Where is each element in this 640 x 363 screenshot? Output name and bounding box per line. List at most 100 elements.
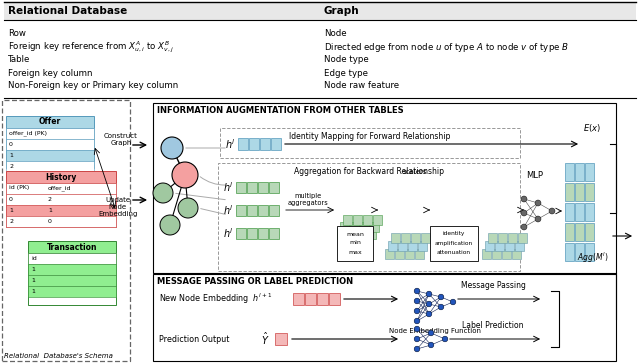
- Bar: [565, 243, 574, 261]
- Bar: [28, 253, 116, 264]
- Bar: [585, 163, 594, 181]
- Text: Row: Row: [8, 29, 26, 38]
- Bar: [505, 241, 514, 251]
- Text: $h^l$: $h^l$: [225, 137, 236, 151]
- Circle shape: [535, 216, 541, 222]
- Circle shape: [428, 330, 434, 336]
- Text: INFORMATION AUGMENTATION FROM OTHER TABLES: INFORMATION AUGMENTATION FROM OTHER TABL…: [157, 106, 404, 115]
- Bar: [271, 138, 281, 150]
- Bar: [238, 138, 248, 150]
- Text: Node raw feature: Node raw feature: [324, 82, 399, 90]
- Bar: [373, 215, 382, 225]
- Text: Foreign key reference from $X_{u,i}^{A}$ to $X_{v,j}^{B}$: Foreign key reference from $X_{u,i}^{A}$…: [8, 39, 173, 55]
- Bar: [247, 182, 257, 193]
- Bar: [565, 183, 574, 201]
- Circle shape: [161, 137, 183, 159]
- Text: Table: Table: [8, 56, 30, 65]
- Bar: [385, 249, 394, 259]
- Bar: [247, 228, 257, 239]
- Bar: [269, 182, 279, 193]
- FancyBboxPatch shape: [220, 128, 520, 158]
- Bar: [247, 205, 257, 216]
- Text: $E(x)$: $E(x)$: [583, 122, 601, 134]
- Bar: [585, 243, 594, 261]
- Bar: [249, 138, 259, 150]
- Text: 2: 2: [9, 164, 13, 169]
- Circle shape: [414, 336, 420, 342]
- Text: Node: Node: [324, 29, 347, 38]
- Bar: [488, 233, 497, 243]
- FancyBboxPatch shape: [218, 163, 520, 271]
- Bar: [337, 226, 373, 261]
- Text: Relational Database: Relational Database: [8, 6, 127, 16]
- Text: Label Prediction: Label Prediction: [462, 322, 524, 330]
- Circle shape: [428, 342, 434, 348]
- Circle shape: [426, 291, 432, 297]
- Bar: [28, 286, 116, 297]
- Text: $h^l$: $h^l$: [223, 226, 234, 240]
- Text: multiple
aggregators: multiple aggregators: [287, 193, 328, 206]
- Circle shape: [549, 208, 555, 214]
- Circle shape: [414, 288, 420, 294]
- Circle shape: [414, 326, 420, 332]
- Bar: [565, 223, 574, 241]
- Bar: [258, 228, 268, 239]
- Circle shape: [172, 162, 198, 188]
- Bar: [6, 128, 94, 168]
- Bar: [367, 229, 376, 239]
- Bar: [6, 216, 116, 227]
- Bar: [347, 229, 356, 239]
- Text: 1: 1: [31, 267, 35, 272]
- Bar: [269, 228, 279, 239]
- Bar: [418, 241, 427, 251]
- Circle shape: [521, 224, 527, 230]
- Bar: [329, 293, 340, 305]
- Bar: [575, 183, 584, 201]
- Bar: [398, 241, 407, 251]
- Circle shape: [450, 299, 456, 305]
- Bar: [6, 171, 116, 183]
- Bar: [275, 333, 287, 345]
- Text: Foreign key column: Foreign key column: [8, 69, 93, 77]
- Text: Relational  Database's Schema: Relational Database's Schema: [4, 353, 113, 359]
- Text: 2: 2: [48, 197, 52, 202]
- Bar: [260, 138, 270, 150]
- Bar: [575, 203, 584, 221]
- Circle shape: [521, 196, 527, 202]
- Text: $h^l$: $h^l$: [223, 203, 234, 217]
- Text: $\hat{Y}$: $\hat{Y}$: [261, 331, 269, 347]
- Text: 1: 1: [9, 153, 13, 158]
- Text: attenuation: attenuation: [437, 249, 471, 254]
- Text: 0: 0: [48, 219, 52, 224]
- Text: Message Passing: Message Passing: [461, 281, 525, 290]
- Bar: [395, 249, 404, 259]
- Text: identity: identity: [443, 232, 465, 237]
- Bar: [28, 275, 116, 286]
- Bar: [236, 182, 246, 193]
- Bar: [585, 223, 594, 241]
- Bar: [28, 241, 116, 253]
- Circle shape: [426, 311, 432, 317]
- Circle shape: [414, 308, 420, 314]
- Bar: [495, 241, 504, 251]
- Circle shape: [521, 210, 527, 216]
- Text: mean: mean: [346, 232, 364, 237]
- Bar: [305, 293, 316, 305]
- Bar: [575, 243, 584, 261]
- Bar: [508, 233, 517, 243]
- Text: Offer: Offer: [39, 118, 61, 126]
- Bar: [360, 222, 369, 232]
- Text: MESSAGE PASSING OR LABEL PREDICTION: MESSAGE PASSING OR LABEL PREDICTION: [157, 277, 353, 286]
- Bar: [408, 241, 417, 251]
- Text: max: max: [348, 249, 362, 254]
- Bar: [6, 183, 116, 194]
- Bar: [350, 222, 359, 232]
- Bar: [153, 103, 616, 273]
- Text: amplification: amplification: [435, 241, 473, 245]
- Circle shape: [442, 336, 448, 342]
- Bar: [363, 215, 372, 225]
- Text: Prediction Output: Prediction Output: [159, 334, 229, 343]
- Text: Aggregation for Backward Relationship: Aggregation for Backward Relationship: [294, 167, 444, 176]
- Text: min: min: [349, 241, 361, 245]
- Bar: [317, 293, 328, 305]
